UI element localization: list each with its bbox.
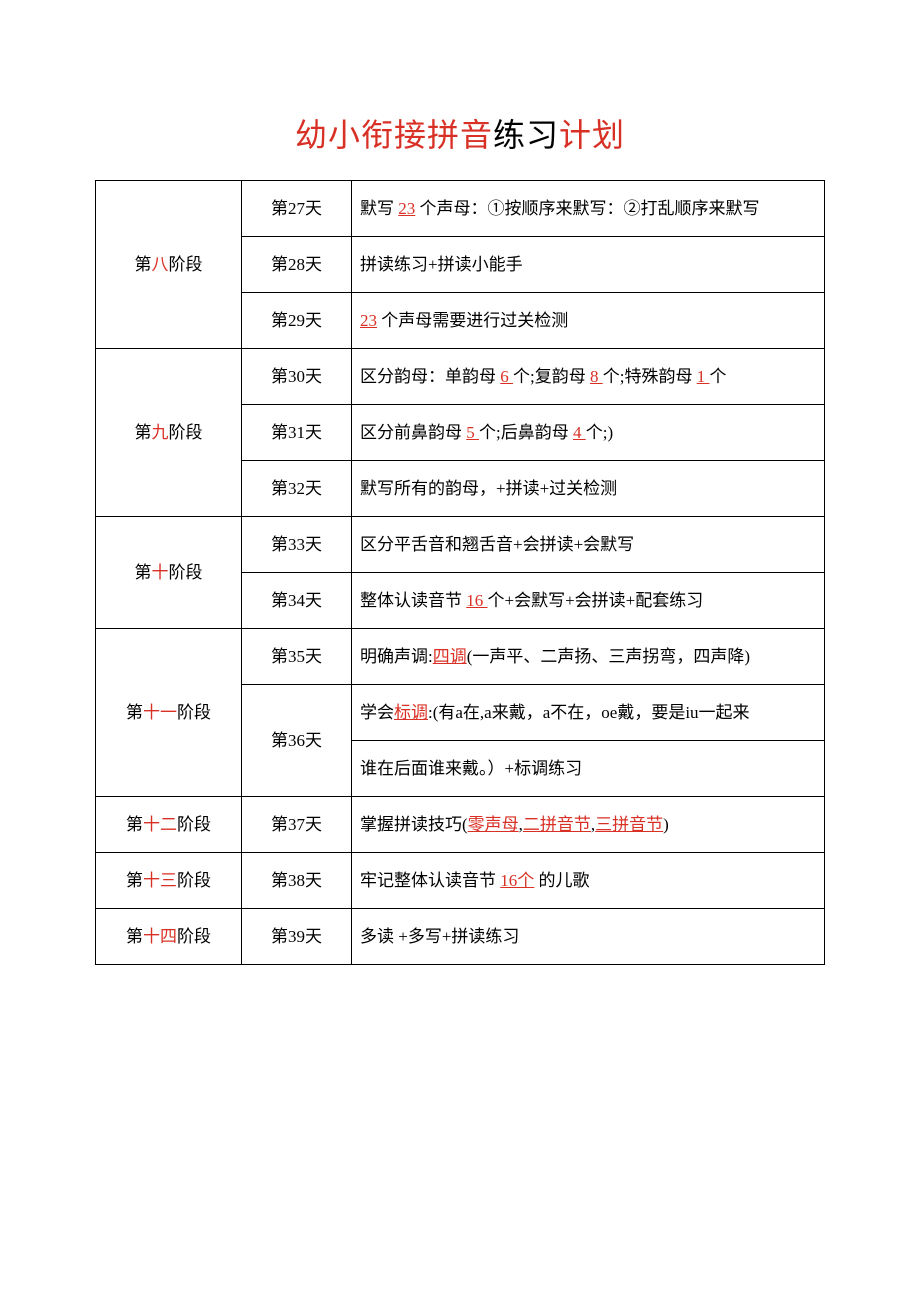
day-cell: 第34天 xyxy=(242,573,352,629)
stage-cell: 第十一阶段 xyxy=(96,629,242,797)
table-row: 第十三阶段 第38天 牢记整体认读音节 16个 的儿歌 xyxy=(96,853,825,909)
stage-cell: 第十三阶段 xyxy=(96,853,242,909)
desc-cell: 区分前鼻韵母 5 个;后鼻韵母 4 个;) xyxy=(352,405,825,461)
day-cell: 第36天 xyxy=(242,685,352,797)
desc-cell: 牢记整体认读音节 16个 的儿歌 xyxy=(352,853,825,909)
desc-cell: 拼读练习+拼读小能手 xyxy=(352,237,825,293)
plan-table: 第八阶段 第27天 默写 23 个声母：①按顺序来默写：②打乱顺序来默写 第28… xyxy=(95,180,825,965)
table-row: 第八阶段 第27天 默写 23 个声母：①按顺序来默写：②打乱顺序来默写 xyxy=(96,181,825,237)
desc-cell: 默写 23 个声母：①按顺序来默写：②打乱顺序来默写 xyxy=(352,181,825,237)
desc-cell: 区分平舌音和翘舌音+会拼读+会默写 xyxy=(352,517,825,573)
page-title: 幼小衔接拼音练习计划 xyxy=(95,110,825,156)
day-cell: 第29天 xyxy=(242,293,352,349)
table-row: 第十一阶段 第35天 明确声调:四调(一声平、二声扬、三声拐弯，四声降) xyxy=(96,629,825,685)
desc-cell: 整体认读音节 16 个+会默写+会拼读+配套练习 xyxy=(352,573,825,629)
stage-cell: 第十四阶段 xyxy=(96,909,242,965)
desc-cell: 区分韵母：单韵母 6 个;复韵母 8 个;特殊韵母 1 个 xyxy=(352,349,825,405)
title-part-1: 幼小衔接拼音 xyxy=(295,117,493,153)
title-part-3: 计划 xyxy=(559,117,625,153)
document-page: 幼小衔接拼音练习计划 第八阶段 第27天 默写 23 个声母：①按顺序来默写：②… xyxy=(0,0,920,965)
day-cell: 第31天 xyxy=(242,405,352,461)
desc-cell: 明确声调:四调(一声平、二声扬、三声拐弯，四声降) xyxy=(352,629,825,685)
day-cell: 第37天 xyxy=(242,797,352,853)
title-part-2: 练习 xyxy=(493,117,559,153)
table-row: 第十四阶段 第39天 多读 +多写+拼读练习 xyxy=(96,909,825,965)
day-cell: 第32天 xyxy=(242,461,352,517)
stage-cell: 第十阶段 xyxy=(96,517,242,629)
day-cell: 第38天 xyxy=(242,853,352,909)
stage-cell: 第九阶段 xyxy=(96,349,242,517)
table-row: 第九阶段 第30天 区分韵母：单韵母 6 个;复韵母 8 个;特殊韵母 1 个 xyxy=(96,349,825,405)
day-cell: 第33天 xyxy=(242,517,352,573)
desc-cell: 学会标调:(有a在,a来戴，a不在，oe戴，要是iu一起来 xyxy=(352,685,825,741)
stage-cell: 第十二阶段 xyxy=(96,797,242,853)
desc-cell: 多读 +多写+拼读练习 xyxy=(352,909,825,965)
day-cell: 第30天 xyxy=(242,349,352,405)
day-cell: 第27天 xyxy=(242,181,352,237)
table-row: 第十阶段 第33天 区分平舌音和翘舌音+会拼读+会默写 xyxy=(96,517,825,573)
day-cell: 第35天 xyxy=(242,629,352,685)
stage-cell: 第八阶段 xyxy=(96,181,242,349)
desc-cell: 掌握拼读技巧(零声母,二拼音节,三拼音节) xyxy=(352,797,825,853)
day-cell: 第39天 xyxy=(242,909,352,965)
desc-cell: 23 个声母需要进行过关检测 xyxy=(352,293,825,349)
day-cell: 第28天 xyxy=(242,237,352,293)
desc-cell: 谁在后面谁来戴。）+标调练习 xyxy=(352,741,825,797)
table-row: 第十二阶段 第37天 掌握拼读技巧(零声母,二拼音节,三拼音节) xyxy=(96,797,825,853)
desc-cell: 默写所有的韵母，+拼读+过关检测 xyxy=(352,461,825,517)
